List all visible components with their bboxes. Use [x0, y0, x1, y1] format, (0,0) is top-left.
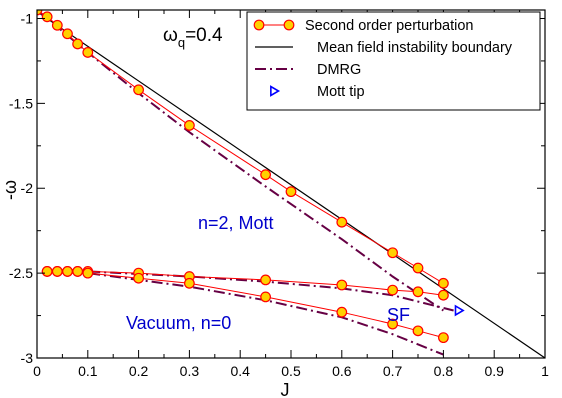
- second-order-perturbation-mott-lower-point: [41, 11, 53, 23]
- mean-field-instability-boundary-series: [37, 11, 545, 358]
- omega-symbol: ω: [163, 25, 178, 46]
- x-axis-label: J: [281, 380, 290, 398]
- second-order-perturbation-vacuum-point: [260, 291, 272, 303]
- second-order-perturbation-mott-lower-point: [336, 216, 348, 228]
- y-axis-label: -ω: [0, 180, 20, 200]
- omega-subscript: q: [178, 35, 185, 50]
- second-order-perturbation-vacuum-point: [62, 266, 73, 277]
- y-tick-label: -2: [21, 180, 34, 196]
- series-layer: [37, 10, 545, 358]
- legend-entry: DMRG: [255, 62, 361, 78]
- x-tick-label: 1: [541, 363, 549, 379]
- second-order-perturbation-mott-lower-point: [82, 47, 94, 58]
- legend-label: Mott tip: [317, 84, 365, 100]
- y-tick-label: -2.5: [9, 265, 33, 281]
- second-order-perturbation-mott-upper-point: [438, 289, 449, 301]
- second-order-perturbation-vacuum-point: [41, 266, 53, 277]
- omega-value: =0.4: [185, 25, 223, 46]
- second-order-perturbation-mott-lower-point: [183, 120, 195, 131]
- second-order-perturbation-mott-lower-point: [72, 38, 84, 50]
- legend-entry: Second order perturbation: [253, 18, 473, 34]
- x-tick-label: 0.6: [332, 363, 352, 379]
- second-order-perturbation-mott-upper-point: [387, 284, 399, 296]
- second-order-perturbation-mott-lower-point: [438, 277, 449, 289]
- legend-label: DMRG: [317, 62, 361, 78]
- sf-region-label: SF: [387, 305, 410, 325]
- second-order-perturbation-vacuum-series: [41, 266, 449, 344]
- mott-tip-series: [454, 304, 465, 317]
- second-order-perturbation-vacuum-point: [133, 272, 145, 284]
- second-order-perturbation-vacuum-point: [387, 318, 399, 330]
- legend-label: Second order perturbation: [305, 18, 473, 34]
- second-order-perturbation-vacuum-point: [336, 306, 348, 318]
- omega-q-annotation: ωq=0.4: [163, 25, 223, 50]
- mott-tip-point: [454, 304, 465, 317]
- x-tick-label: 0.3: [180, 363, 200, 379]
- annotation-layer: ωq=0.4 n=2, Mott Vacuum, n=0 SF J -ω: [0, 25, 410, 398]
- x-tick-label: 0: [33, 363, 41, 379]
- mott-region-label: n=2, Mott: [198, 213, 274, 233]
- x-tick-label: 0.1: [78, 363, 98, 379]
- second-order-perturbation-mott-lower-point: [285, 186, 297, 198]
- second-order-perturbation-vacuum-point: [183, 277, 195, 289]
- mean-field-instability-boundary-line: [37, 11, 545, 358]
- legend-label: Mean field instability boundary: [317, 40, 513, 56]
- second-order-perturbation-mott-lower-point: [133, 84, 145, 96]
- second-order-perturbation-vacuum-point: [438, 332, 449, 344]
- x-tick-label: 0.5: [281, 363, 301, 379]
- legend-swatch-marker: [253, 19, 265, 31]
- second-order-perturbation-mott-lower-point: [260, 169, 272, 181]
- second-order-perturbation-mott-lower-series: [37, 10, 449, 289]
- x-tick-label: 0.9: [484, 363, 504, 379]
- legend-box: [246, 11, 541, 111]
- second-order-perturbation-vacuum-point: [412, 325, 424, 337]
- second-order-perturbation-mott-lower-point: [62, 28, 73, 40]
- second-order-perturbation-vacuum-point: [51, 266, 63, 277]
- second-order-perturbation-mott-upper-point: [336, 279, 348, 291]
- y-tick-label: -3: [21, 350, 34, 366]
- second-order-perturbation-vacuum-point: [72, 266, 84, 277]
- axes-layer: 0 0.1 0.2 0.3 0.4 0.5 0.6 0.7 0.8 0.9 1 -3 -2.5 -2 -1.…: [9, 9, 549, 379]
- x-tick-label: 0.4: [230, 363, 250, 379]
- x-tick-label: 0.7: [383, 363, 403, 379]
- second-order-perturbation-vacuum-point: [82, 267, 94, 279]
- second-order-perturbation-mott-upper-point: [412, 286, 424, 298]
- legend-entry: Mott tip: [270, 84, 365, 100]
- second-order-perturbation-mott-lower-point: [387, 247, 399, 259]
- legend-swatch-marker: [270, 85, 281, 97]
- second-order-perturbation-mott-upper-point: [260, 274, 272, 286]
- legend-entry: Mean field instability boundary: [255, 40, 513, 56]
- second-order-perturbation-mott-lower-point: [51, 19, 63, 31]
- y-tick-label: -1: [21, 10, 34, 26]
- legend: Second order perturbation Mean field inst…: [246, 11, 541, 111]
- legend-swatch-marker: [283, 19, 295, 31]
- x-tick-label: 0.2: [129, 363, 149, 379]
- y-tick-label: -1.5: [9, 95, 33, 111]
- vacuum-region-label: Vacuum, n=0: [126, 313, 231, 333]
- second-order-perturbation-mott-lower-point: [412, 262, 424, 274]
- x-tick-label: 0.8: [434, 363, 454, 379]
